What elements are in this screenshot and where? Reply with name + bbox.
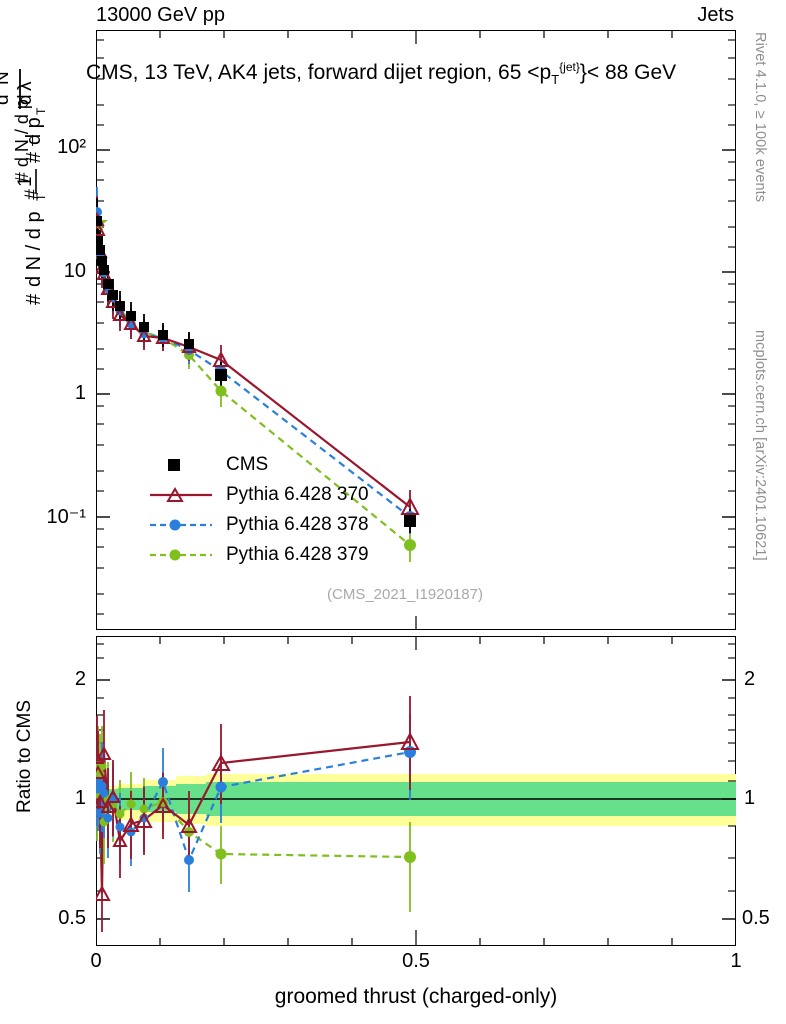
legend-item-pythia-379[interactable]: Pythia 6.428 379 [150, 540, 369, 570]
main-y-minor-ticks [96, 39, 104, 615]
analysis-id-watermark: (CMS_2021_I1920187) [327, 586, 483, 603]
legend-label-cms: CMS [226, 454, 269, 475]
main-x-ticks-bottom [96, 616, 736, 630]
legend[interactable]: CMS Pythia 6.428 370 Pythia 6.428 378 Py… [150, 450, 369, 570]
ylab-t5: d p [23, 117, 45, 145]
ylab-t4: # [23, 151, 45, 163]
main-y-major-ticks [96, 149, 110, 518]
legend-item-pythia-370[interactable]: Pythia 6.428 370 [150, 480, 369, 510]
ratio-ytick-2-right: 2 [744, 668, 756, 690]
legend-item-cms[interactable]: CMS [150, 450, 369, 480]
ratio-ytick-0.5-right: 0.5 [742, 907, 770, 929]
legend-key-pythia-379 [150, 544, 212, 566]
legend-key-pythia-370 [150, 484, 212, 506]
main-x-ticks-top [96, 30, 736, 44]
main-y-major-ticks-right [722, 149, 736, 518]
ylab-t6: d [15, 94, 36, 105]
ratio-y-axis-label: Ratio to CMS [14, 700, 35, 813]
ylab-t8: d [0, 94, 13, 105]
legend-label-pythia-379: Pythia 6.428 379 [226, 544, 369, 565]
ratio-plot-canvas[interactable] [96, 636, 736, 946]
main-ytick-1: 1 [74, 382, 86, 404]
main-y-axis-label-graphic: # d N / d p T 1 # d p T d λ d 2 N [0, 69, 48, 305]
ylab-t9: N [0, 71, 13, 85]
x-axis-title: groomed thrust (charged-only) [274, 985, 558, 1008]
ylab-t3: 1 [15, 176, 36, 187]
title-sup: {jet} [559, 60, 580, 74]
main-plot-panel[interactable] [96, 30, 736, 630]
markers-cms [96, 216, 416, 527]
ylab-t8-sup: 2 [0, 86, 3, 93]
xtick-0.5: 0.5 [402, 950, 430, 972]
xtick-0: 0 [90, 950, 102, 972]
ylab-t2-sub: T [34, 193, 48, 201]
main-ytick-10: 10 [63, 260, 86, 282]
ratio-x-ticks-top [96, 636, 736, 650]
header-analysis-group: Jets [697, 4, 734, 26]
main-y-minor-ticks-right [728, 39, 736, 615]
title-sub: T [551, 72, 560, 88]
main-ytick-0.1: 10⁻¹ [46, 506, 86, 528]
header-collision-energy: 13000 GeV pp [96, 4, 225, 26]
error-bars-and-markers [96, 187, 420, 562]
ratio-markers-pythia-370 [96, 731, 420, 901]
legend-label-pythia-370: Pythia 6.428 370 [226, 484, 369, 505]
legend-key-cms [150, 454, 212, 476]
title-suffix: }< 88 GeV [579, 61, 677, 84]
mcplots-source-caption: mcplots.cern.ch [arXiv:2401.10621] [752, 330, 768, 561]
xtick-1: 1 [730, 950, 742, 972]
main-plot-title: CMS, 13 TeV, AK4 jets, forward dijet reg… [86, 60, 676, 87]
rivet-version-caption: Rivet 4.1.0, ≥ 100k events [752, 32, 768, 203]
main-ytick-100: 10² [57, 136, 86, 158]
legend-item-pythia-378[interactable]: Pythia 6.428 378 [150, 510, 369, 540]
ratio-ytick-0.5-left: 0.5 [58, 907, 86, 929]
main-plot-canvas[interactable] [96, 30, 736, 630]
ratio-y-major-ticks-right [722, 679, 736, 920]
title-prefix: CMS, 13 TeV, AK4 jets, forward dijet reg… [86, 61, 552, 84]
legend-key-pythia-378 [150, 514, 212, 536]
ratio-y-minor-ticks-right [728, 643, 736, 892]
ylab-t1: # [23, 293, 45, 305]
legend-label-pythia-378: Pythia 6.428 378 [226, 514, 369, 535]
ratio-ytick-1-left: 1 [74, 787, 86, 809]
ratio-x-ticks-bottom [96, 930, 736, 946]
ratio-ytick-2-left: 2 [74, 668, 86, 690]
ratio-ytick-1-right: 1 [744, 787, 756, 809]
ylab-t5-sub: T [34, 107, 48, 115]
ylab-t7: λ [15, 81, 36, 91]
ylab-t2: d N / d p [23, 211, 45, 287]
